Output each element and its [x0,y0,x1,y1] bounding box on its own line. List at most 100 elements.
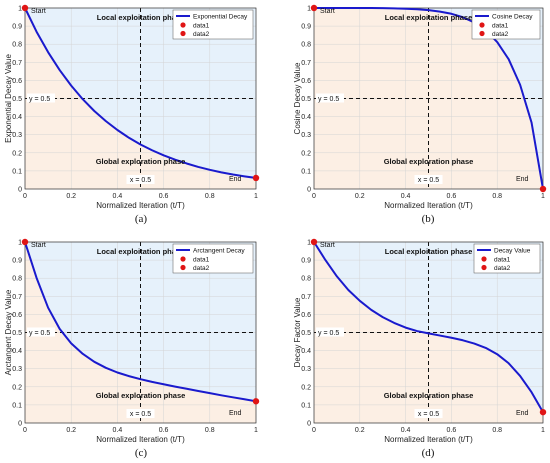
y-tick-label: 0.6 [12,78,22,85]
y-tick-label: 0.9 [12,24,22,31]
chart-panel-4: Start End Local exploitation phase Global e… [293,238,547,459]
y-tick-label: 0.3 [12,366,22,373]
legend-entry: Decay Value [494,248,531,255]
end-label: End [229,176,242,183]
y-tick-label: 0.3 [301,132,311,139]
refline-x-label: x = 0.5 [130,177,151,184]
refline-x-label: x = 0.5 [418,411,439,418]
panel-caption: (d) [422,447,435,459]
data-point-data1 [21,238,29,246]
start-label: Start [320,242,335,249]
y-tick-label: 0.5 [301,96,311,103]
panel-caption: (b) [422,213,435,225]
data-point-data2 [539,185,547,193]
y-tick-label: 0.4 [301,348,311,355]
end-label: End [516,410,529,417]
y-tick-label: 0.2 [12,384,22,391]
axes-box [313,241,544,424]
y-tick-label: 0.2 [301,384,311,391]
legend-marker-data2 [180,30,186,37]
y-tick-label: 0.7 [301,294,311,301]
x-tick-label: 0 [23,193,27,200]
y-tick-label: 0.5 [12,96,22,103]
y-tick-label: 0.6 [301,312,311,319]
x-tick-label: 0.4 [401,193,411,200]
x-axis-label: Normalized Iteration (t/T) [384,201,473,210]
axes-box [24,7,257,190]
x-axis-label: Normalized Iteration (t/T) [96,201,185,210]
y-tick-label: 0 [307,187,311,194]
data-point-data2 [539,408,547,416]
exploration-label: Global exploration phase [384,157,474,166]
y-tick-label: 1 [307,6,311,13]
exploration-region [314,242,543,423]
x-tick-label: 0 [312,193,316,200]
series-line [24,7,257,179]
y-tick-label: 0.4 [12,348,22,355]
legend-entry: data1 [193,257,210,264]
data-point-data1 [310,4,318,12]
y-tick-label: 0.2 [301,150,311,157]
exploration-label: Global exploration phase [384,391,474,400]
legend-entry: data1 [492,23,509,30]
x-tick-label: 0 [23,427,27,434]
x-tick-label: 0 [312,427,316,434]
data-point-data2 [252,398,260,405]
refline-y-label-bg [316,93,344,103]
series-line [24,241,257,403]
exploration-region [25,8,256,189]
x-tick-label: 0.8 [492,193,502,200]
exploration-label: Global exploration phase [96,391,186,400]
legend-entry: data2 [492,31,509,38]
refline-y-label: y = 0.5 [318,96,339,103]
y-tick-label: 0 [18,421,22,428]
x-tick-label: 0.2 [66,193,76,200]
y-tick-label: 0.3 [301,366,311,373]
refline-y-label: y = 0.5 [29,96,50,103]
y-tick-label: 0.8 [301,42,311,49]
y-tick-label: 0 [18,187,22,194]
y-tick-label: 0.9 [301,258,311,265]
refline-x-label-bg [414,409,443,418]
exploration-label: Global exploration phase [96,157,186,166]
legend-box [172,243,254,274]
legend-marker-data1 [479,22,485,28]
x-tick-label: 0.2 [66,427,76,434]
refline-y-label-bg [27,327,55,337]
y-tick-label: 0.7 [301,60,311,67]
legend-marker-data2 [479,30,485,37]
legend-entry: data1 [193,23,210,30]
start-label: Start [31,242,46,249]
y-tick-label: 0.2 [12,150,22,157]
series-line [314,7,544,190]
x-tick-label: 0.4 [113,193,123,200]
y-axis-label: Cosine Decay Value [293,62,302,134]
refline-y-label: y = 0.5 [318,330,339,337]
x-tick-label: 0.4 [401,427,411,434]
legend-marker-data2 [481,264,487,271]
axes-box [313,7,544,190]
y-axis-label: Decay Factor Value [293,297,302,367]
legend-box [172,9,254,40]
refline-x-label-bg [414,175,443,184]
y-axis-label: Arctangent Decay Value [4,289,13,375]
y-tick-label: 0.8 [301,276,311,283]
y-tick-label: 0 [307,421,311,428]
refline-x-label-bg [126,175,155,184]
y-tick-label: 0.8 [12,42,22,49]
exploitation-label: Local exploitation phase [97,247,185,256]
series-line [313,241,544,413]
panel-caption: (a) [135,213,148,225]
y-tick-label: 0.1 [301,168,311,175]
end-label: End [229,410,242,417]
legend-entry: Cosine Decay [492,14,533,21]
x-tick-label: 0.2 [355,193,365,200]
x-tick-label: 0.8 [205,427,215,434]
x-tick-label: 0.6 [159,427,169,434]
y-tick-label: 0.1 [12,402,22,409]
x-tick-label: 0.4 [113,427,123,434]
legend-marker-data1 [180,256,186,262]
data-point-data1 [310,238,318,246]
